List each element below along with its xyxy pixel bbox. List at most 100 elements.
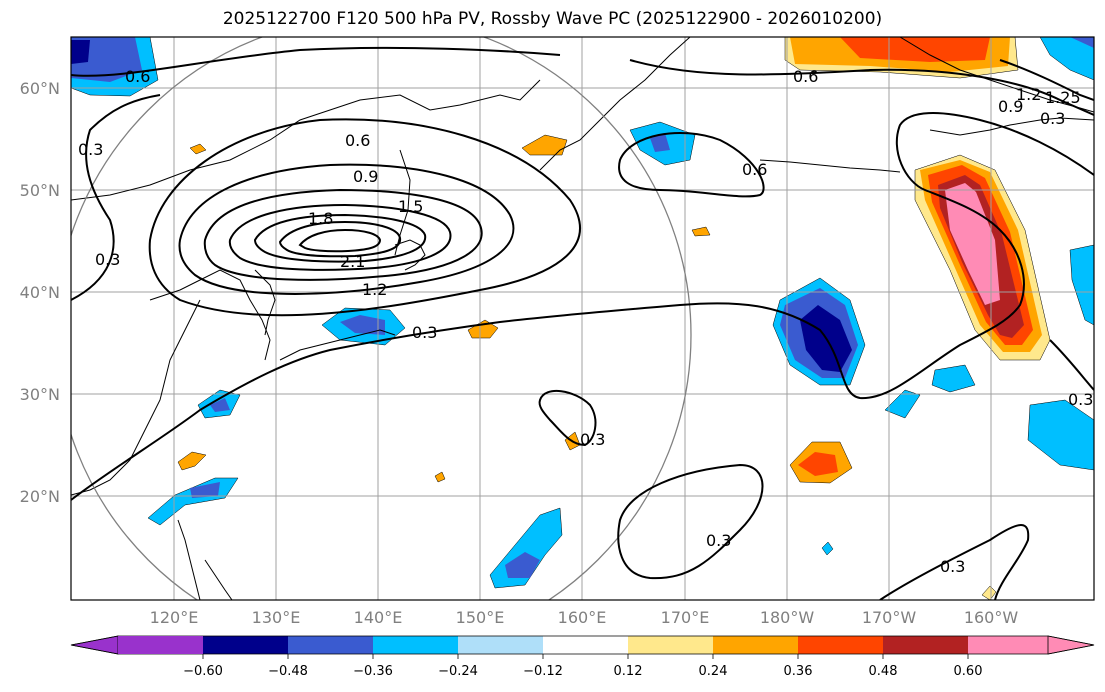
- lon-label: 130°E: [252, 608, 301, 627]
- contour-label: 0.3: [940, 557, 965, 576]
- colorbar-tick-label: 0.48: [869, 664, 898, 679]
- contour-line: [71, 112, 1094, 501]
- contour-line: [253, 213, 427, 263]
- anomaly-blob: [798, 452, 838, 476]
- colorbar-segment: [70, 635, 119, 655]
- contour-line: [203, 188, 483, 281]
- contour-label: 0.6: [742, 160, 767, 179]
- colorbar-tick-label: −0.24: [438, 664, 478, 679]
- contour-label: 0.3: [412, 323, 437, 342]
- contour-label: 0.6: [793, 67, 818, 86]
- colorbar-segment: [968, 636, 1048, 654]
- pv-contours: [71, 46, 1094, 600]
- contour-label: 0.9: [998, 97, 1023, 116]
- colorbar-segment: [883, 636, 968, 654]
- colorbar: −0.60 −0.48 −0.36 −0.24 −0.12 0.12 0.24 …: [70, 635, 1095, 679]
- latitude-labels: 60°N 50°N 40°N 30°N 20°N: [20, 79, 60, 506]
- colorbar-segment: [713, 636, 798, 654]
- contour-line: [178, 163, 515, 295]
- anomaly-blob: [210, 398, 230, 412]
- colorbar-segment: [288, 636, 373, 654]
- colorbar-segment: [1047, 635, 1095, 655]
- contour-line: [879, 524, 1030, 600]
- anomaly-blob: [505, 552, 540, 578]
- contour-label: 0.3: [78, 140, 103, 159]
- anomaly-blob: [691, 226, 711, 237]
- anomaly-blob: [434, 471, 446, 483]
- lon-label: 160°E: [558, 608, 607, 627]
- contour-line: [298, 228, 382, 253]
- contour-line: [278, 220, 402, 258]
- colorbar-segment: [373, 636, 458, 654]
- anomaly-blob: [177, 451, 207, 471]
- anomaly-blob: [1070, 37, 1094, 48]
- lon-label: 150°E: [456, 608, 505, 627]
- anomaly-blob: [821, 541, 834, 556]
- lat-label: 20°N: [20, 487, 60, 506]
- coastlines: [71, 37, 1094, 600]
- longitude-labels: 120°E 130°E 140°E 150°E 160°E 170°E 180°…: [150, 608, 1019, 627]
- anomaly-blob: [190, 482, 220, 498]
- contour-label: 0.3: [706, 531, 731, 550]
- colorbar-tick-label: 0.36: [784, 664, 813, 679]
- lon-label: 120°E: [150, 608, 199, 627]
- anomaly-blob: [650, 133, 670, 152]
- lat-label: 60°N: [20, 79, 60, 98]
- contour-label: 1.2: [1016, 85, 1041, 104]
- colorbar-tick-label: 0.60: [954, 664, 983, 679]
- contour-label: 0.3: [1068, 390, 1093, 409]
- lat-label: 50°N: [20, 181, 60, 200]
- colorbar-ticks: [202, 654, 969, 659]
- anomaly-blob: [840, 37, 990, 62]
- contour-label: 0.3: [95, 250, 120, 269]
- contour-line: [618, 132, 765, 198]
- shaded-anomalies: [71, 37, 1094, 600]
- anomaly-blob: [71, 40, 90, 64]
- anomaly-blob: [1039, 37, 1094, 81]
- colorbar-tick-label: −0.48: [268, 664, 308, 679]
- contour-label: 1.25: [1045, 88, 1081, 107]
- contour-label: 1.5: [398, 197, 423, 216]
- colorbar-tick-label: 0.24: [699, 664, 728, 679]
- contour-label: 0.9: [353, 167, 378, 186]
- contour-line: [71, 94, 161, 301]
- contour-label: 2.1: [340, 252, 365, 271]
- colorbar-tick-label: −0.60: [183, 664, 223, 679]
- contour-line: [148, 118, 581, 317]
- contour-label: 0.6: [345, 131, 370, 150]
- lon-label: 170°W: [862, 608, 917, 627]
- colorbar-tick-label: 0.12: [614, 664, 643, 679]
- colorbar-segment: [118, 636, 203, 654]
- map-frame: [70, 36, 1095, 601]
- anomaly-blob: [189, 143, 207, 155]
- contour-label: 1.8: [308, 209, 333, 228]
- colorbar-segment: [203, 636, 288, 654]
- lat-label: 40°N: [20, 283, 60, 302]
- plot-title: 2025122700 F120 500 hPa PV, Rossby Wave …: [222, 9, 883, 29]
- anomaly-blob: [340, 315, 385, 335]
- anomaly-blob: [981, 585, 997, 600]
- contour-line: [228, 203, 452, 271]
- contour-labels: 0.6 0.6 0.9 1.5 1.8 2.1 1.2 0.3 0.3 0.3 …: [78, 67, 1093, 576]
- colorbar-segment: [543, 636, 628, 654]
- colorbar-segment: [798, 636, 883, 654]
- lon-label: 180°W: [760, 608, 815, 627]
- radius-circle: [71, 37, 692, 600]
- anomaly-blob: [945, 183, 1000, 305]
- gridlines: [71, 37, 1094, 600]
- contour-label: 0.6: [125, 67, 150, 86]
- lon-label: 160°W: [964, 608, 1019, 627]
- contour-line: [999, 59, 1094, 101]
- anomaly-blob: [884, 389, 921, 419]
- contour-line: [71, 46, 561, 77]
- contour-label: 0.3: [1040, 109, 1065, 128]
- contour-line: [629, 59, 1094, 116]
- anomaly-blob: [1027, 399, 1094, 471]
- contour-line: [1049, 339, 1094, 391]
- contour-line: [538, 389, 597, 447]
- anomaly-blob: [1069, 244, 1094, 326]
- lon-label: 140°E: [354, 608, 403, 627]
- lat-label: 30°N: [20, 385, 60, 404]
- colorbar-segment: [458, 636, 543, 654]
